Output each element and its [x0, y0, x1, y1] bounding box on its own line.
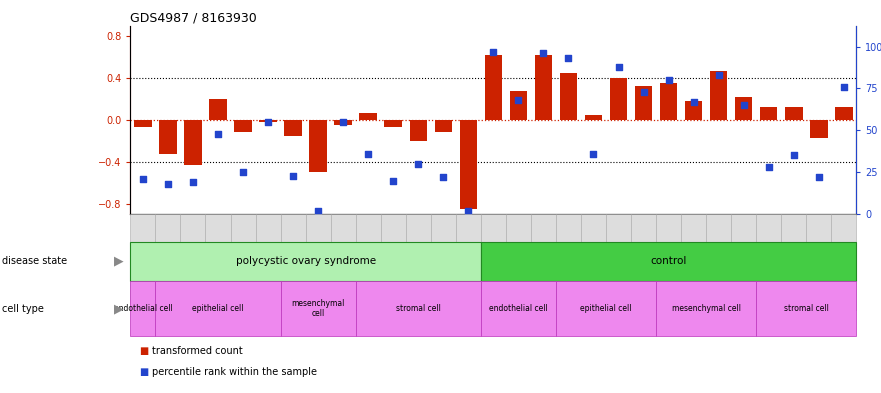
- Point: [561, 55, 575, 61]
- Bar: [434, 120, 452, 132]
- Text: stromal cell: stromal cell: [784, 304, 829, 313]
- Text: ▶: ▶: [115, 302, 123, 315]
- Point: [211, 130, 225, 137]
- Bar: [635, 86, 652, 120]
- Point: [462, 208, 476, 214]
- Point: [662, 77, 676, 83]
- Point: [136, 176, 150, 182]
- Text: disease state: disease state: [2, 256, 67, 266]
- Bar: [485, 55, 502, 120]
- Bar: [559, 73, 577, 120]
- Text: ▶: ▶: [115, 255, 123, 268]
- Point: [186, 179, 200, 185]
- Text: endothelial cell: endothelial cell: [489, 304, 548, 313]
- Point: [762, 164, 776, 171]
- Bar: [359, 112, 377, 120]
- Point: [337, 119, 351, 125]
- Bar: [134, 120, 152, 127]
- Bar: [410, 120, 427, 141]
- Bar: [835, 107, 853, 120]
- Bar: [210, 99, 226, 120]
- Bar: [660, 83, 677, 120]
- Point: [411, 161, 426, 167]
- Bar: [309, 120, 327, 172]
- Text: GDS4987 / 8163930: GDS4987 / 8163930: [130, 12, 257, 25]
- Bar: [384, 120, 402, 127]
- Text: percentile rank within the sample: percentile rank within the sample: [152, 367, 317, 377]
- Text: transformed count: transformed count: [152, 346, 243, 356]
- Bar: [785, 107, 803, 120]
- Bar: [460, 120, 478, 209]
- Point: [587, 151, 601, 157]
- Text: epithelial cell: epithelial cell: [581, 304, 632, 313]
- Bar: [760, 107, 777, 120]
- Point: [286, 173, 300, 179]
- Text: stromal cell: stromal cell: [396, 304, 440, 313]
- Bar: [710, 71, 728, 120]
- Point: [261, 119, 275, 125]
- Text: cell type: cell type: [2, 303, 44, 314]
- Text: epithelial cell: epithelial cell: [192, 304, 244, 313]
- Point: [386, 178, 400, 184]
- Bar: [509, 90, 527, 120]
- Point: [737, 102, 751, 108]
- Text: ■: ■: [139, 346, 148, 356]
- Text: control: control: [650, 256, 687, 266]
- Bar: [285, 120, 302, 136]
- Text: ■: ■: [139, 367, 148, 377]
- Bar: [810, 120, 827, 138]
- Point: [611, 64, 626, 70]
- Bar: [159, 120, 177, 154]
- Bar: [335, 120, 352, 125]
- Text: mesenchymal cell: mesenchymal cell: [671, 304, 741, 313]
- Bar: [685, 101, 702, 120]
- Point: [311, 208, 325, 214]
- Text: mesenchymal
cell: mesenchymal cell: [292, 299, 344, 318]
- Point: [811, 174, 825, 180]
- Point: [712, 72, 726, 78]
- Text: endothelial cell: endothelial cell: [114, 304, 173, 313]
- Point: [837, 84, 851, 90]
- Bar: [259, 120, 277, 122]
- Point: [537, 50, 551, 56]
- Bar: [234, 120, 252, 132]
- Bar: [585, 115, 603, 120]
- Point: [636, 89, 650, 95]
- Point: [486, 48, 500, 55]
- Point: [236, 169, 250, 175]
- Text: polycystic ovary syndrome: polycystic ovary syndrome: [235, 256, 375, 266]
- Bar: [535, 55, 552, 120]
- Bar: [184, 120, 202, 165]
- Point: [161, 181, 175, 187]
- Point: [511, 97, 525, 103]
- Point: [361, 151, 375, 157]
- Bar: [735, 97, 752, 120]
- Point: [787, 152, 801, 159]
- Point: [686, 99, 700, 105]
- Point: [436, 174, 450, 180]
- Bar: [610, 78, 627, 120]
